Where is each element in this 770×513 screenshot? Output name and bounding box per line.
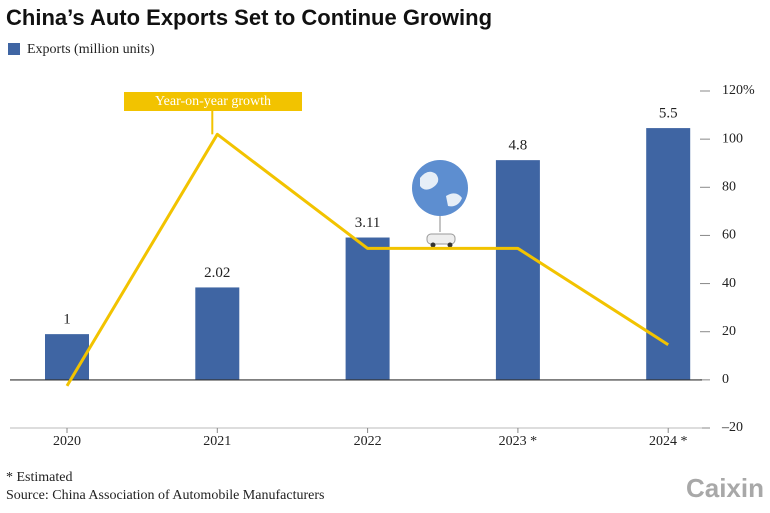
bar <box>345 237 390 380</box>
bar <box>495 160 540 380</box>
y2-tick-label: –20 <box>721 420 743 435</box>
footnote: * Estimated <box>6 470 73 485</box>
chart-title: China’s Auto Exports Set to Continue Gro… <box>6 5 492 30</box>
logo: Caixin <box>686 473 764 503</box>
y2-tick-label: 100 <box>722 131 743 146</box>
legend-swatch <box>8 43 20 55</box>
annotation-box <box>124 92 302 111</box>
value-label: 3.11 <box>355 215 381 231</box>
globe-icon <box>412 160 468 248</box>
source: Source: China Association of Automobile … <box>6 488 324 503</box>
bar <box>195 287 240 380</box>
x-tick-label: 2023 * <box>499 434 538 449</box>
bar <box>646 128 691 380</box>
y2-tick-label: 40 <box>722 276 736 291</box>
growth-line <box>65 132 670 387</box>
value-label: 5.5 <box>659 106 678 122</box>
x-tick-label: 2022 <box>354 434 382 449</box>
value-label: 1 <box>63 312 71 328</box>
y2-tick-label: 0 <box>722 372 729 387</box>
x-tick-label: 2020 <box>53 434 81 449</box>
y2-tick-label: 80 <box>722 180 736 195</box>
value-label: 4.8 <box>509 138 528 154</box>
y2-tick-label: 20 <box>722 324 736 339</box>
y2-tick-label: 60 <box>722 228 736 243</box>
value-label: 2.02 <box>204 265 230 281</box>
x-tick-label: 2024 * <box>649 434 688 449</box>
y2-tick-label: 120% <box>722 83 755 98</box>
x-tick-label: 2021 <box>203 434 231 449</box>
annotation-label: Year-on-year growth <box>155 94 271 109</box>
bar <box>45 334 89 380</box>
legend-label: Exports (million units) <box>27 42 155 57</box>
